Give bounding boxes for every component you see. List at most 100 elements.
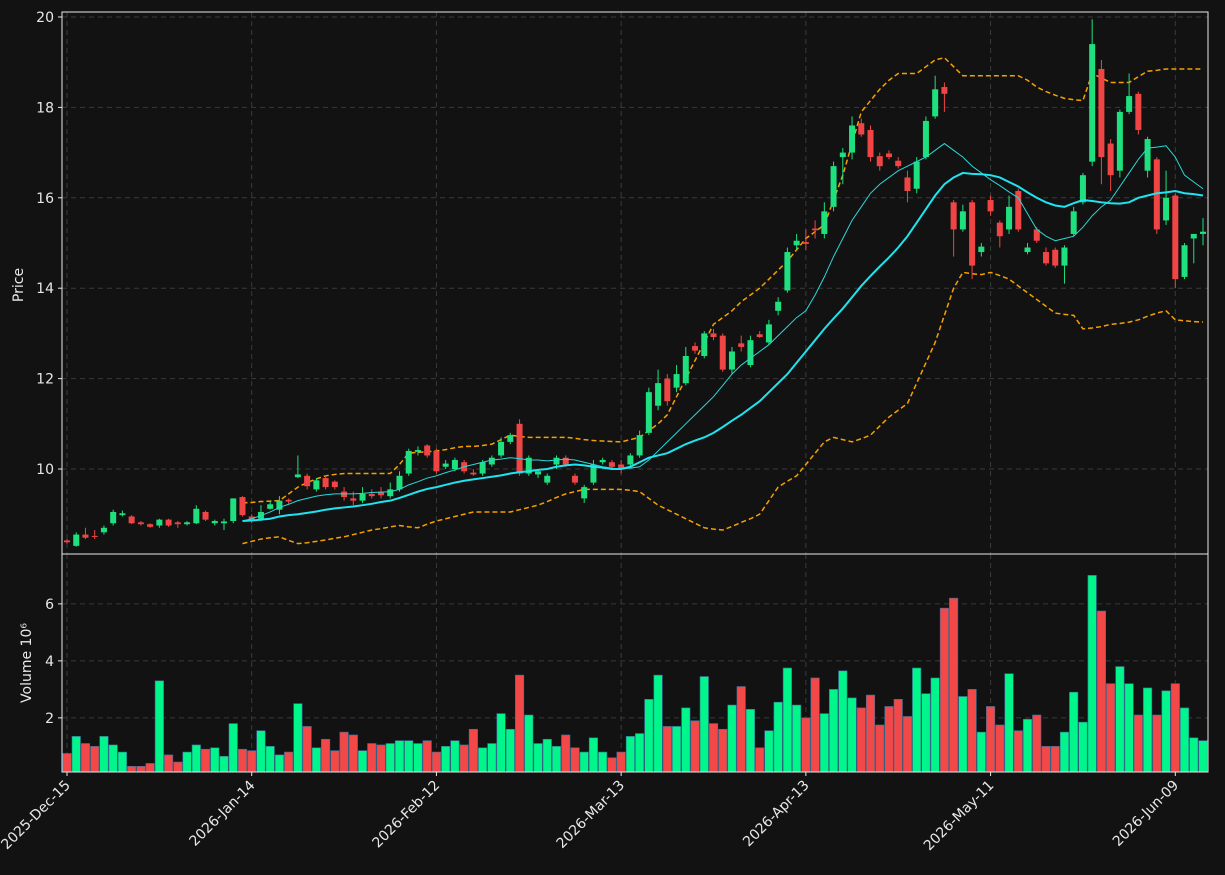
volume-bar <box>607 757 617 773</box>
candle-body <box>82 534 89 538</box>
volume-bar <box>367 743 377 773</box>
candle-body <box>470 472 477 475</box>
volume-bar <box>727 704 737 773</box>
volume-bar <box>1198 740 1208 773</box>
volume-bar <box>496 713 506 773</box>
volume-bar <box>404 740 414 773</box>
volume-bar <box>505 728 515 773</box>
candle-body <box>978 246 985 253</box>
volume-bar <box>219 756 229 773</box>
volume-bar <box>210 747 220 773</box>
candle-body <box>285 499 292 502</box>
candle-body <box>1033 229 1040 241</box>
candle-body <box>802 242 809 244</box>
candle-body <box>119 513 126 516</box>
candle-body <box>368 493 375 497</box>
candle-body <box>1172 195 1179 280</box>
candle-body <box>839 152 846 158</box>
volume-bar <box>90 746 100 773</box>
candle-body <box>128 516 135 524</box>
volume-bar <box>191 744 201 773</box>
candle-body <box>276 500 283 510</box>
volume-bar <box>1022 718 1033 773</box>
candle-body <box>479 462 486 474</box>
candle-body <box>110 511 117 524</box>
candle-body <box>331 481 338 488</box>
volume-bar <box>764 730 774 773</box>
candle-body <box>1052 249 1059 266</box>
candle-body <box>636 435 643 456</box>
candle-body <box>784 252 791 291</box>
candle-body <box>359 493 366 501</box>
candle-body <box>1098 68 1105 158</box>
volume-bar <box>893 699 903 773</box>
volume-bar <box>1179 707 1190 773</box>
volume-bar <box>561 734 571 773</box>
volume-bar <box>588 737 598 773</box>
volume-bar <box>80 743 91 773</box>
candle-body <box>1153 159 1160 230</box>
candle-body <box>562 457 569 465</box>
candle-body <box>581 487 588 499</box>
volume-bar <box>330 750 340 773</box>
candle-body <box>1181 245 1188 277</box>
candle-body <box>433 450 440 472</box>
candle-body <box>1135 93 1142 130</box>
volume-bar <box>164 754 174 773</box>
volume-bar <box>413 743 423 773</box>
candle-body <box>858 123 865 135</box>
volume-bar <box>662 726 672 773</box>
candle-body <box>765 324 772 343</box>
candle-body <box>876 156 883 167</box>
candle-body <box>941 87 948 94</box>
volume-bar <box>847 697 857 773</box>
y-tick-label: 18 <box>36 100 54 116</box>
volume-bar <box>949 597 959 773</box>
volume-bar <box>921 693 931 773</box>
candle-body <box>627 455 634 465</box>
candle-body <box>396 475 403 490</box>
candle-body <box>821 211 828 234</box>
volume-bar <box>450 740 460 773</box>
y-tick-label: 10 <box>36 462 54 478</box>
volume-bar <box>1069 691 1079 773</box>
volume-bar <box>515 674 525 773</box>
volume-bar <box>718 728 728 773</box>
candle-body <box>387 489 394 497</box>
volume-bar <box>856 707 866 773</box>
candle-body <box>1089 44 1096 162</box>
volume-bar <box>625 736 635 773</box>
y-tick-label: 4 <box>45 654 54 670</box>
candle-body <box>147 524 154 527</box>
candle-body <box>1024 247 1031 253</box>
candle-body <box>867 129 874 158</box>
volume-bar <box>644 699 654 773</box>
candle-body <box>184 522 191 525</box>
candle-body <box>849 125 856 153</box>
candle-body <box>405 450 412 474</box>
candle-body <box>710 333 717 338</box>
volume-bar <box>967 689 977 773</box>
candle-body <box>1190 233 1197 239</box>
volume-bar <box>524 714 534 773</box>
candle-body <box>498 441 505 456</box>
volume-bar <box>1143 687 1153 773</box>
volume-bar <box>1032 714 1042 773</box>
volume-bar <box>1087 575 1097 773</box>
candle-body <box>618 464 625 470</box>
volume-bar <box>265 746 275 773</box>
volume-bar <box>829 689 839 773</box>
volume-bar <box>884 706 894 773</box>
candle-body <box>701 333 708 357</box>
y-tick-label: 20 <box>36 10 54 26</box>
candle-body <box>1144 139 1151 171</box>
candle-body <box>1042 252 1049 264</box>
candle-body <box>922 120 929 158</box>
volume-bar <box>127 766 137 773</box>
moving-average <box>242 171 1204 522</box>
candle-body <box>174 522 181 525</box>
candle-body <box>747 340 754 366</box>
candle-body <box>793 240 800 246</box>
candle-body <box>673 374 680 388</box>
volume-bar <box>348 734 358 773</box>
